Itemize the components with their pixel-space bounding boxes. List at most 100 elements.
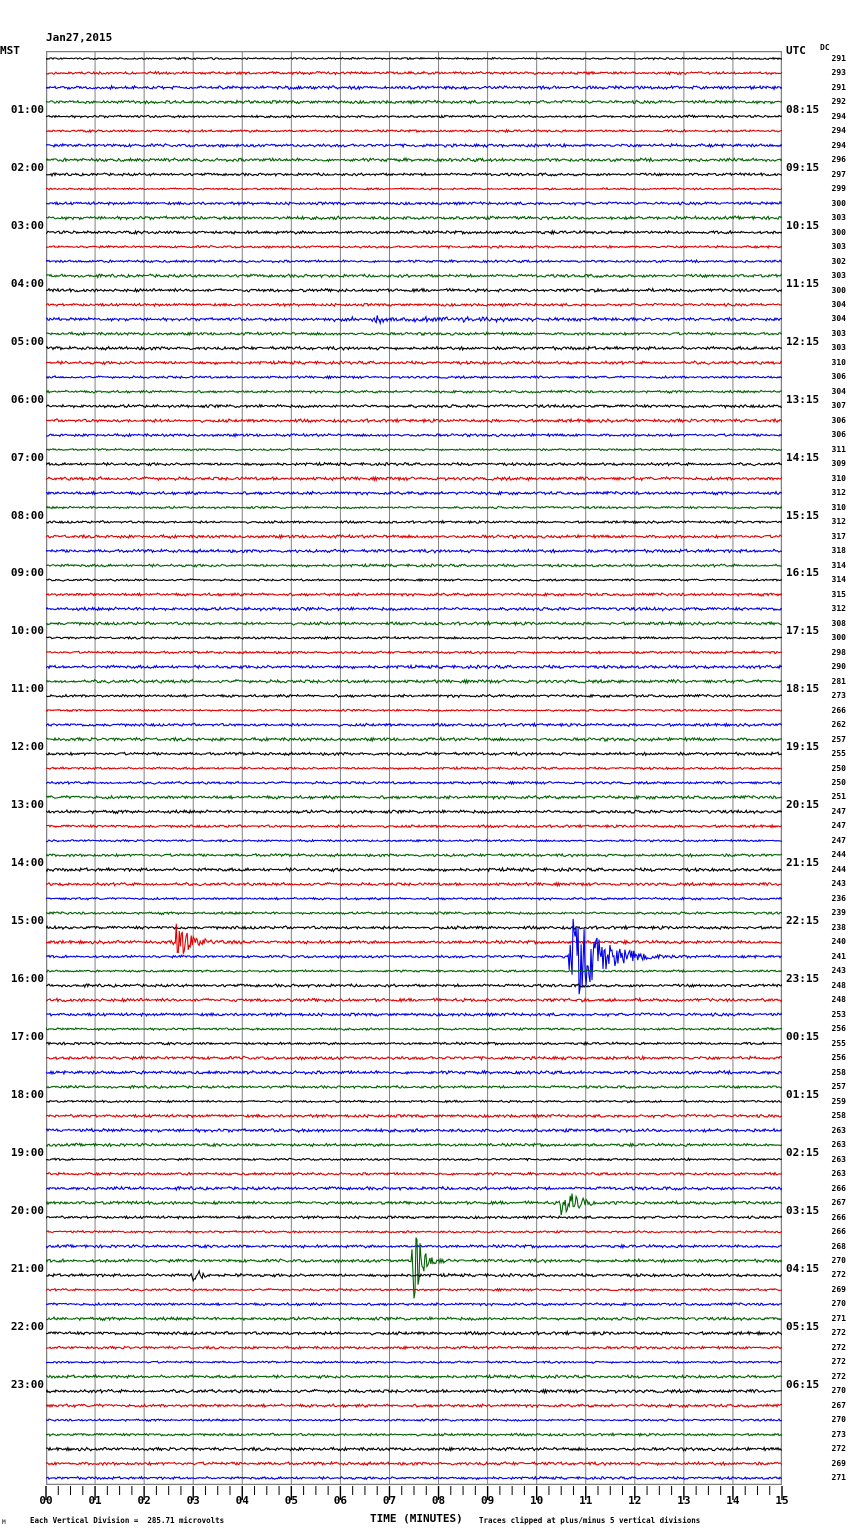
trace-row — [46, 838, 782, 843]
mst-time-label: 19:00 — [10, 1145, 44, 1159]
dc-value: 270 — [831, 1386, 846, 1396]
trace-row — [46, 1084, 782, 1090]
utc-time-label: 08:15 — [786, 102, 820, 116]
dc-value: 262 — [831, 720, 846, 730]
dc-value: 294 — [831, 126, 846, 136]
x-tick-label: 09 — [480, 1494, 495, 1507]
x-axis-title: TIME (MINUTES) — [370, 1512, 463, 1525]
x-tick-label: 15 — [775, 1494, 789, 1507]
dc-value: 271 — [831, 1313, 846, 1323]
trace-row — [46, 505, 782, 510]
dc-value: 315 — [831, 589, 846, 599]
dc-value: 302 — [831, 256, 846, 266]
dc-value: 266 — [831, 705, 846, 715]
trace-row — [46, 678, 782, 685]
dc-value: 253 — [831, 1009, 846, 1019]
trace-row — [46, 910, 782, 916]
dc-value: 272 — [831, 1357, 846, 1367]
trace-row — [46, 1011, 782, 1018]
mst-time-label: 23:00 — [10, 1377, 44, 1391]
trace-row — [46, 1229, 782, 1234]
trace-row — [46, 591, 782, 598]
trace-row — [46, 1345, 782, 1351]
dc-value: 250 — [831, 777, 846, 787]
utc-time-label: 14:15 — [786, 450, 820, 464]
trace-row — [46, 808, 782, 815]
trace-row — [46, 1141, 782, 1148]
utc-time-label: 19:15 — [786, 740, 820, 754]
dc-value: 312 — [831, 517, 846, 527]
dc-value: 292 — [831, 97, 846, 107]
dc-value: 257 — [831, 1082, 846, 1092]
mst-time-label: 22:00 — [10, 1319, 44, 1333]
trace-row — [46, 1069, 782, 1076]
dc-value: 296 — [831, 155, 846, 165]
utc-time-label: 00:15 — [786, 1029, 820, 1043]
trace-row — [46, 794, 782, 801]
trace-row — [46, 562, 782, 569]
dc-value: 270 — [831, 1415, 846, 1425]
trace-row — [46, 923, 782, 956]
trace-row — [46, 1402, 782, 1409]
trace-row — [46, 1387, 782, 1395]
trace-row — [46, 273, 782, 279]
trace-row — [46, 1418, 782, 1423]
utc-time-label: 16:15 — [786, 566, 820, 580]
dc-value: 255 — [831, 749, 846, 758]
trace-row — [46, 200, 782, 207]
dc-value: 241 — [831, 951, 846, 961]
trace-row — [46, 389, 782, 395]
trace-row — [46, 881, 782, 888]
trace-row — [46, 302, 782, 308]
utc-time-label: 17:15 — [786, 624, 820, 638]
utc-time-label: 12:15 — [786, 334, 820, 348]
mst-time-label: 03:00 — [10, 218, 44, 232]
dc-value: 248 — [831, 995, 846, 1005]
utc-time-label: 21:15 — [786, 856, 820, 870]
mst-time-label: 10:00 — [10, 624, 44, 638]
trace-row — [46, 128, 782, 134]
utc-time-label: 15:15 — [786, 508, 820, 522]
dc-value: 303 — [831, 213, 846, 223]
dc-value: 310 — [831, 502, 846, 512]
mst-time-label: 08:00 — [10, 508, 44, 522]
mst-time-label: 12:00 — [10, 740, 44, 754]
dc-value: 236 — [831, 893, 846, 903]
dc-value: 303 — [831, 328, 846, 338]
utc-time-label: 04:15 — [786, 1261, 820, 1275]
trace-row — [46, 780, 782, 786]
trace-row — [46, 1193, 782, 1216]
trace-row — [46, 331, 782, 337]
dc-value: 248 — [831, 980, 846, 990]
trace-row — [46, 982, 782, 989]
dc-value: 310 — [831, 473, 846, 483]
trace-row — [46, 374, 782, 380]
trace-row — [46, 1329, 782, 1337]
x-tick-label: 03 — [186, 1494, 200, 1507]
utc-time-label: 09:15 — [786, 160, 820, 174]
trace-row — [46, 577, 782, 583]
trace-row — [46, 1127, 782, 1134]
mst-time-label: 11:00 — [10, 682, 44, 696]
mst-time-label: 17:00 — [10, 1029, 44, 1043]
dc-value: 273 — [831, 691, 846, 701]
mst-time-label: 21:00 — [10, 1261, 44, 1275]
dc-value: 270 — [831, 1255, 846, 1265]
dc-value: 303 — [831, 242, 846, 252]
trace-row — [46, 1099, 782, 1104]
clip-note: Traces clipped at plus/minus 5 vertical … — [479, 1516, 701, 1525]
dc-value: 272 — [831, 1371, 846, 1381]
dc-value: 247 — [831, 821, 846, 831]
trace-row — [46, 996, 782, 1004]
utc-time-label: 03:15 — [786, 1203, 820, 1217]
trace-row — [46, 721, 782, 728]
x-tick-label: 01 — [88, 1494, 102, 1507]
dc-value: 251 — [831, 792, 846, 802]
dc-value: 291 — [831, 53, 846, 63]
helicorder-plot[interactable] — [46, 51, 782, 1485]
x-tick-label: 05 — [284, 1494, 298, 1507]
mst-time-label: 04:00 — [10, 276, 44, 290]
x-tick-label: 04 — [235, 1494, 249, 1507]
dc-value: 273 — [831, 1429, 846, 1439]
trace-row — [46, 171, 782, 178]
